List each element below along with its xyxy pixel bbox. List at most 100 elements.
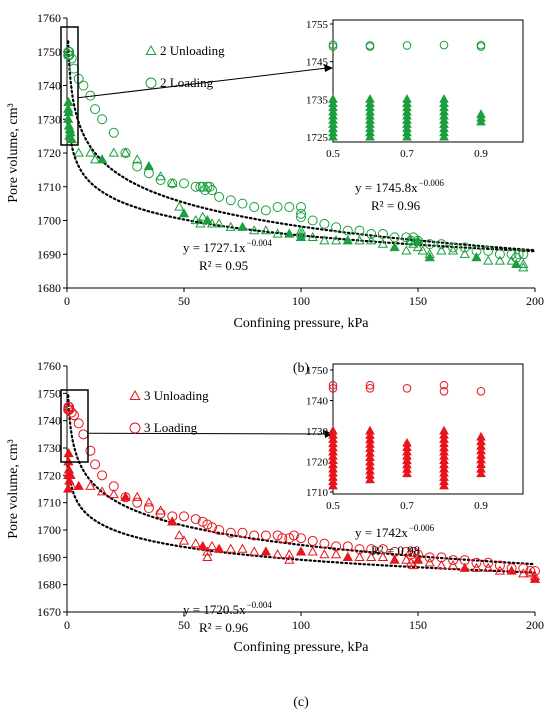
loading-point [530, 566, 540, 576]
inset-unloading-point [439, 446, 449, 456]
loading-point [272, 202, 283, 212]
loading-point [179, 511, 189, 522]
loading-point [179, 178, 189, 189]
inset-chart: 1710 1720 1730 1740 1750 0.5 0.7 0.9 [306, 363, 524, 512]
unloading-point [354, 235, 365, 245]
inset-unloading-point [365, 127, 375, 137]
unloading-point [63, 96, 74, 107]
loading-point [331, 541, 342, 552]
loading-point [319, 218, 330, 229]
loading-point [413, 235, 423, 246]
inset-y-tick-label: 1735 [306, 94, 329, 106]
unloading-point [412, 241, 424, 252]
trendline-equation: y = 1742x [355, 525, 408, 540]
loading-point [424, 552, 435, 563]
inset-y-tick-label: 1740 [306, 396, 329, 408]
loading-point [249, 202, 260, 212]
inset-unloading-point [439, 476, 449, 486]
unloading-point [284, 549, 295, 559]
loading-point [459, 242, 470, 253]
unloading-point [401, 554, 412, 564]
inset-x-tick-label: 0.5 [326, 500, 340, 512]
y-tick-label: 1750 [37, 45, 61, 59]
unloading-point [483, 562, 494, 572]
legend-triangle-marker [145, 44, 157, 55]
unloading-point [143, 160, 155, 171]
inset-unloading-point [476, 463, 486, 473]
x-axis-label: Confining pressure, kPa [234, 316, 370, 331]
inset-unloading-point [328, 102, 338, 112]
unloading-point [260, 546, 272, 556]
loading-point [471, 557, 482, 568]
inset-x-tick-label: 0.7 [400, 148, 414, 160]
unloading-point [63, 456, 74, 466]
trendline-r2: R² = 0.98 [371, 543, 420, 558]
loading-point [214, 191, 225, 202]
y-tick-label: 1730 [37, 112, 61, 126]
loading-point [342, 541, 353, 552]
loading-point [354, 544, 365, 555]
inset-unloading-point [328, 127, 338, 137]
inset-unloading-point [365, 123, 375, 133]
unloading-point [330, 549, 342, 559]
loading-point [494, 249, 505, 260]
inset-unloading-point [365, 461, 375, 470]
legend-circle-marker [145, 77, 157, 89]
inset-unloading-point [439, 102, 449, 112]
inset-unloading-point [365, 131, 375, 141]
loading-point [249, 530, 260, 541]
inset-unloading-point [328, 131, 338, 141]
unloading-point [354, 551, 365, 561]
inset-unloading-point [439, 123, 449, 133]
inset-unloading-point [402, 459, 412, 469]
loading-point [167, 511, 178, 522]
y-tick-label: 1670 [37, 605, 61, 619]
y-tick-label: 1710 [37, 496, 61, 510]
unloading-point [518, 568, 529, 578]
loading-point [90, 104, 101, 115]
zoom-box [60, 389, 89, 463]
loading-point [143, 503, 154, 514]
unloading-point [494, 255, 506, 265]
unloading-point [120, 147, 131, 157]
inset-frame [332, 363, 524, 495]
loading-point [120, 492, 131, 503]
loading-point [405, 549, 416, 560]
inset-loading-point [476, 40, 486, 50]
unloading-point [195, 218, 206, 228]
inset-unloading-point [328, 94, 338, 103]
loading-point [120, 148, 131, 158]
inset-unloading-point [328, 110, 338, 120]
y-tick-label: 1720 [37, 146, 61, 160]
unloading-point [518, 262, 529, 272]
loading-point [66, 407, 77, 418]
inset-unloading-point [439, 115, 449, 124]
inset-x-tick-label: 0.7 [400, 500, 414, 512]
x-tick-label: 0 [64, 618, 70, 632]
inset-unloading-point [365, 115, 375, 124]
unloading-point [65, 127, 76, 137]
unloading-point [202, 551, 213, 561]
inset-loading-point [439, 40, 449, 50]
unloading-point [120, 491, 131, 501]
loading-point [307, 535, 318, 546]
y-tick-label: 1700 [37, 214, 61, 228]
inset-unloading-point [439, 455, 449, 465]
loading-point [483, 245, 494, 256]
unloading-point [178, 535, 190, 545]
y-axis-label: Pore volume, cm³ [6, 103, 21, 202]
unloading-point [389, 241, 400, 252]
loading-point [197, 516, 208, 527]
trendline-exponent: −0.006 [419, 178, 445, 188]
loading-point [448, 242, 459, 253]
unloading-point [284, 554, 295, 564]
unloading-point [132, 154, 143, 164]
loading-point [424, 239, 435, 250]
loading-point [207, 522, 218, 533]
unloading-point [190, 214, 201, 225]
x-tick-label: 150 [409, 618, 427, 632]
loading-point [272, 530, 283, 541]
loading-point [389, 232, 400, 243]
loading-point [167, 178, 178, 189]
unloading-point [377, 551, 389, 561]
